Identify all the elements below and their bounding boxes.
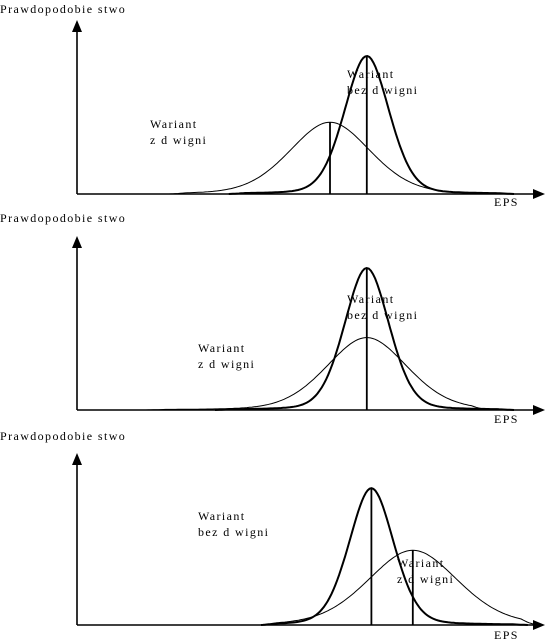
panel-2-y-axis-label: Prawdopodobie stwo: [0, 211, 126, 225]
panel-3-curve-z-dzwignia: [260, 549, 538, 626]
panel-1-label-z-dzwignia-line-2: z d wigni: [150, 133, 207, 147]
panel-3: Prawdopodobie stwo EPS Wariant bez d wig…: [0, 429, 545, 642]
panel-2-curve-bez-dzwigni: [214, 266, 515, 411]
panel-2-label-bez-dzwigni-line-2: bez d wigni: [347, 308, 418, 322]
panel-3-label-bez-dzwigni-line-2: bez d wigni: [198, 525, 269, 539]
panel-1-y-axis-label: Prawdopodobie stwo: [0, 2, 126, 16]
panel-2-label-bez-dzwigni-line-1: Wariant: [347, 292, 394, 306]
panel-1: Prawdopodobie stwo EPS Wariant bez d wig…: [0, 2, 545, 209]
panel-2-y-axis-arrow-icon: [72, 236, 82, 248]
panel-3-label-z-dzwignia-line-2: z d wigni: [397, 572, 454, 586]
panel-2-x-axis-arrow-icon: [533, 405, 545, 415]
panel-3-y-axis-label: Prawdopodobie stwo: [0, 429, 126, 443]
panel-2-label-z-dzwignia-line-1: Wariant: [198, 341, 245, 355]
panel-1-x-axis-arrow-icon: [533, 189, 545, 199]
panel-1-y-axis-arrow-icon: [72, 20, 82, 32]
panel-3-x-axis-label: EPS: [494, 628, 519, 642]
panel-3-label-bez-dzwigni-line-1: Wariant: [198, 509, 245, 523]
panel-3-curve-bez-dzwigni: [260, 487, 528, 626]
panel-1-label-bez-dzwigni-line-2: bez d wigni: [347, 83, 418, 97]
panel-3-y-axis-arrow-icon: [72, 453, 82, 465]
panel-2-curve-z-dzwignia: [145, 337, 492, 411]
panel-1-label-bez-dzwigni-line-1: Wariant: [347, 67, 394, 81]
panel-2-x-axis-label: EPS: [494, 412, 519, 426]
panel-1-x-axis-label: EPS: [494, 195, 519, 209]
panel-3-x-axis-arrow-icon: [533, 620, 545, 630]
panel-1-label-z-dzwignia-line-1: Wariant: [150, 117, 197, 131]
panel-2-label-z-dzwignia-line-2: z d wigni: [198, 357, 255, 371]
panel-2: Prawdopodobie stwo EPS Wariant bez d wig…: [0, 211, 545, 426]
panel-3-label-z-dzwignia-line-1: Wariant: [397, 556, 444, 570]
panel-1-curve-bez-dzwigni: [228, 54, 515, 195]
